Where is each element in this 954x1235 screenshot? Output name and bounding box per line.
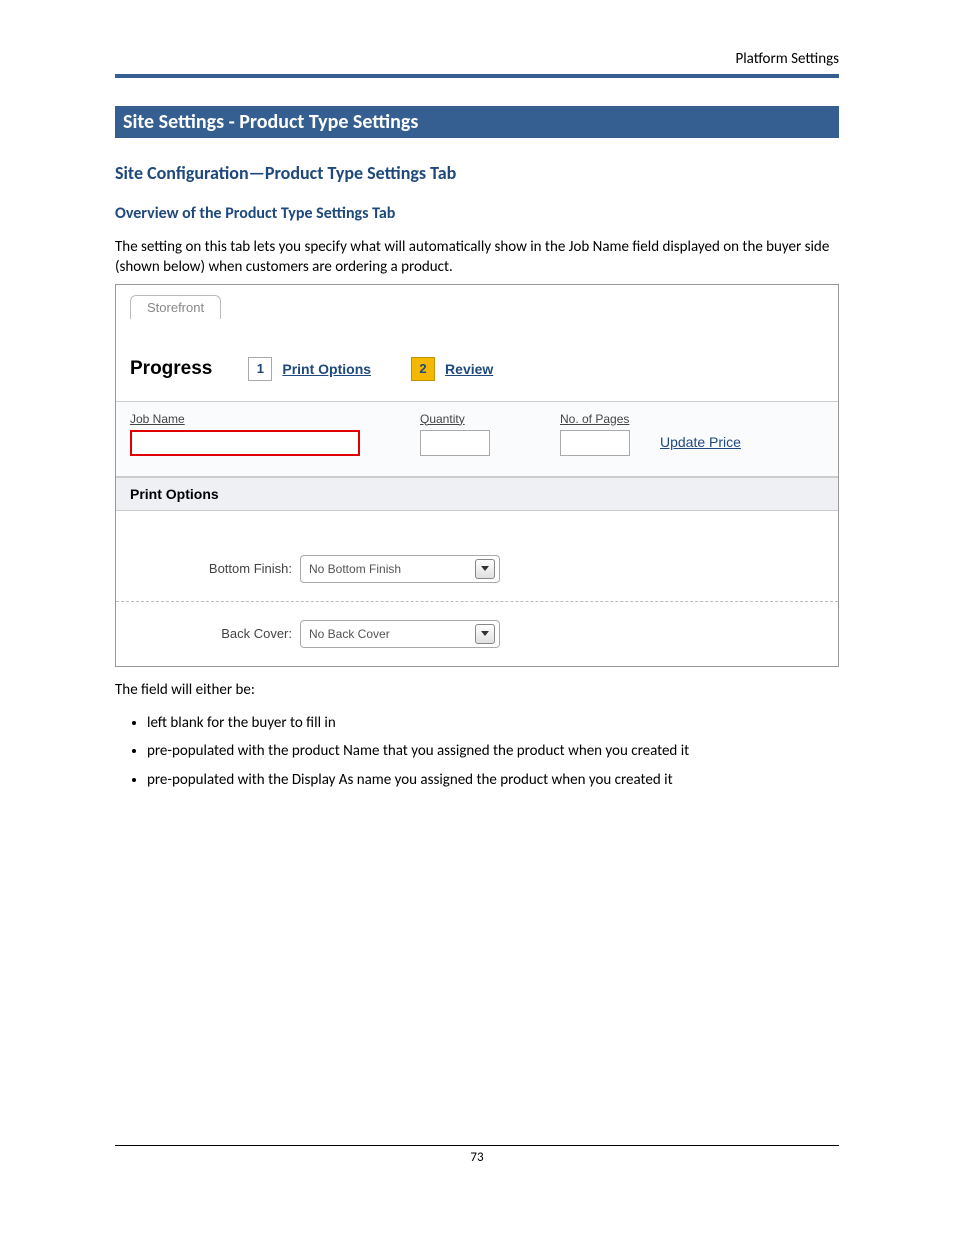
step-2-box[interactable]: 2	[411, 357, 435, 381]
quantity-label: Quantity	[420, 412, 490, 426]
bottom-finish-label: Bottom Finish:	[130, 561, 300, 576]
back-cover-label: Back Cover:	[130, 626, 300, 641]
quantity-input[interactable]	[420, 430, 490, 456]
chevron-down-icon[interactable]	[475, 559, 495, 579]
job-name-input[interactable]	[130, 430, 360, 456]
list-item: pre-populated with the Display As name y…	[147, 766, 839, 795]
page-number: 73	[115, 1150, 839, 1165]
progress-label: Progress	[130, 358, 212, 380]
bottom-finish-value: No Bottom Finish	[309, 562, 401, 576]
heading-h3: Overview of the Product Type Settings Ta…	[115, 204, 839, 223]
job-name-label: Job Name	[130, 412, 360, 426]
footer-rule	[115, 1145, 839, 1146]
step-2-link[interactable]: Review	[445, 361, 493, 377]
bottom-finish-select[interactable]: No Bottom Finish	[300, 555, 500, 583]
header-rule	[115, 74, 839, 78]
embedded-screenshot: Storefront Progress 1 Print Options 2 Re…	[115, 284, 839, 667]
section-banner: Site Settings - Product Type Settings	[115, 106, 839, 138]
bullet-list: left blank for the buyer to fill in pre-…	[131, 709, 839, 795]
update-price-link[interactable]: Update Price	[660, 434, 741, 450]
pages-label: No. of Pages	[560, 412, 630, 426]
step-1-link[interactable]: Print Options	[282, 361, 371, 377]
bottom-finish-row: Bottom Finish: No Bottom Finish	[116, 537, 838, 601]
list-item: pre-populated with the product Name that…	[147, 737, 839, 766]
heading-h2: Site Configuration—Product Type Settings…	[115, 162, 839, 184]
storefront-tab[interactable]: Storefront	[130, 295, 221, 319]
back-cover-row: Back Cover: No Back Cover	[116, 601, 838, 666]
step-1-box[interactable]: 1	[248, 357, 272, 381]
header-breadcrumb: Platform Settings	[115, 50, 839, 68]
back-cover-select[interactable]: No Back Cover	[300, 620, 500, 648]
intro-paragraph: The setting on this tab lets you specify…	[115, 237, 839, 278]
back-cover-value: No Back Cover	[309, 627, 390, 641]
pages-input[interactable]	[560, 430, 630, 456]
chevron-down-icon[interactable]	[475, 624, 495, 644]
below-intro: The field will either be:	[115, 681, 839, 699]
print-options-header: Print Options	[116, 478, 838, 511]
list-item: left blank for the buyer to fill in	[147, 709, 839, 738]
